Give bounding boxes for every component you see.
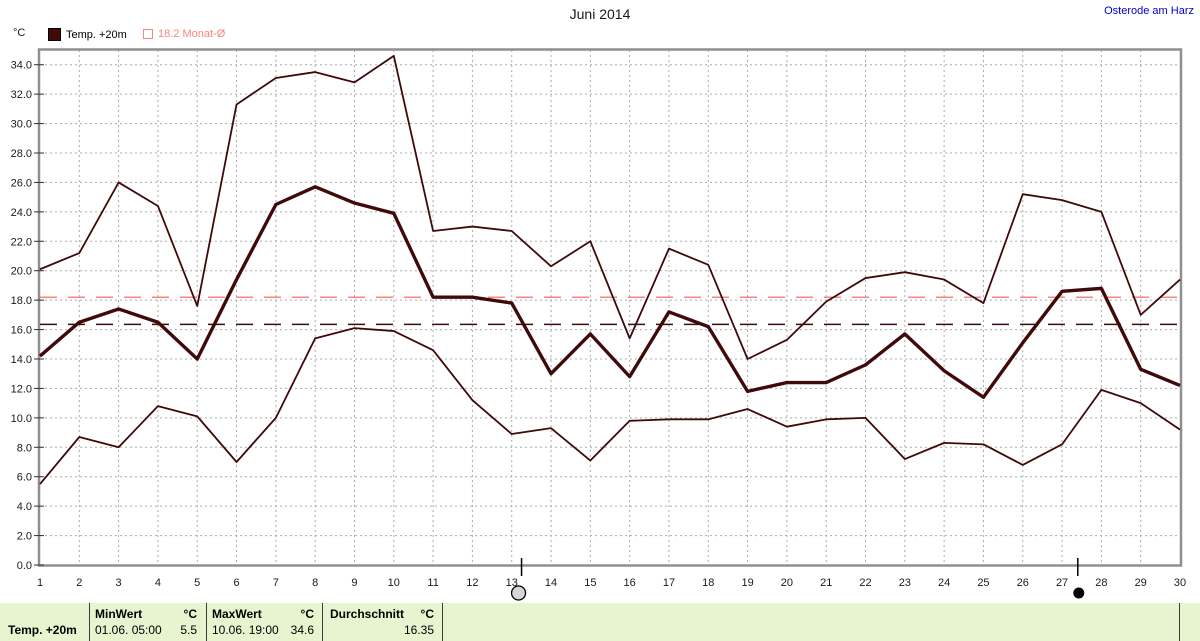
stats-table: Temp. +20m MinWert °C 01.06. 05:00 5.5 M… (0, 603, 1200, 641)
y-axis-label: 32.0 (11, 89, 32, 101)
y-axis-label: 8.0 (17, 442, 32, 454)
y-axis-label: 12.0 (11, 383, 32, 395)
y-axis-label: 30.0 (11, 119, 32, 131)
y-axis-label: 14.0 (11, 354, 32, 366)
table-separator (89, 603, 90, 641)
chart-title: Juni 2014 (569, 6, 631, 22)
y-axis-label: 26.0 (11, 177, 32, 189)
x-axis-label: 23 (899, 577, 911, 589)
x-axis-label: 15 (584, 577, 596, 589)
y-axis-label: 22.0 (11, 236, 32, 248)
y-axis-label: 16.0 (11, 325, 32, 337)
x-axis-label: 4 (155, 577, 161, 589)
x-axis-label: 11 (427, 577, 438, 589)
plot-frame (37, 48, 1183, 567)
table-row-label: Temp. +20m (8, 623, 77, 637)
avg-header: Durchschnitt (330, 607, 405, 621)
series-line-daily-min (39, 327, 1181, 485)
y-axis-label: 24.0 (11, 207, 32, 219)
temperature-chart: 0.0 2.0 4.0 6.0 8.0 10.0 12.0 14.0 16.0 18.0 20.0 2… (11, 48, 1186, 601)
legend-item-monthly-average: 18.2 Monat-Ø (143, 28, 225, 40)
min-datetime: 01.06. 05:00 (95, 623, 162, 637)
new-moon-icon (1073, 587, 1085, 599)
table-separator (206, 603, 207, 641)
x-axis-label: 12 (466, 577, 478, 589)
station-name: Osterode am Harz (1104, 5, 1194, 17)
max-value-column: MaxWert °C 10.06. 19:00 34.6 (212, 603, 314, 641)
x-axis-label: 10 (388, 577, 400, 589)
y-axis-label: 2.0 (17, 531, 32, 543)
table-separator (442, 603, 443, 641)
y-axis-label: 0.0 (17, 560, 32, 572)
x-axis-label: 14 (545, 577, 557, 589)
x-axis-label: 17 (663, 577, 675, 589)
average-column: Durchschnitt °C 16.35 (330, 603, 434, 641)
min-value: 5.5 (180, 623, 197, 637)
x-axis-label: 16 (624, 577, 636, 589)
x-axis-label: 5 (194, 577, 200, 589)
full-moon-icon (510, 585, 527, 601)
x-axis-label: 30 (1174, 577, 1186, 589)
y-axis-label: 28.0 (11, 148, 32, 160)
x-axis-label: 19 (741, 577, 753, 589)
legend-series-label: Temp. +20m (66, 28, 127, 41)
y-axis-label: 18.0 (11, 295, 32, 307)
table-separator (1179, 603, 1180, 641)
x-axis-label: 28 (1095, 577, 1107, 589)
x-axis-label: 25 (977, 577, 989, 589)
series-line-temp-+20m (38, 185, 1181, 399)
avg-unit: °C (420, 607, 434, 621)
x-axis-label: 2 (76, 577, 82, 589)
x-axis-label: 1 (37, 577, 43, 589)
max-header: MaxWert (212, 607, 262, 621)
max-unit: °C (300, 607, 314, 621)
open-square-swatch-icon (143, 29, 153, 39)
x-axis-label: 24 (938, 577, 950, 589)
x-axis-label: 9 (351, 577, 357, 589)
x-axis-label: 29 (1135, 577, 1147, 589)
x-axis-label: 8 (312, 577, 318, 589)
x-axis-label: 13 (506, 577, 518, 589)
legend-monthly-avg-label: 18.2 Monat-Ø (158, 28, 226, 40)
min-header: MinWert (95, 607, 143, 621)
table-separator (322, 603, 323, 641)
filled-square-swatch-icon (48, 28, 61, 41)
max-datetime: 10.06. 19:00 (212, 623, 279, 637)
x-axis-label: 20 (781, 577, 793, 589)
min-unit: °C (183, 607, 197, 621)
y-axis-label: 10.0 (11, 413, 32, 425)
y-axis-label: 4.0 (17, 501, 32, 513)
x-axis-label: 22 (859, 577, 871, 589)
y-axis-label: 6.0 (17, 472, 32, 484)
x-axis-label: 26 (1017, 577, 1029, 589)
x-axis-label: 7 (273, 577, 279, 589)
x-axis-label: 27 (1056, 577, 1068, 589)
x-axis-label: 21 (820, 577, 832, 589)
y-axis-label: 34.0 (11, 60, 32, 72)
y-axis-unit-label: °C (13, 27, 26, 39)
x-axis-label: 18 (702, 577, 714, 589)
series-line-daily-max (39, 54, 1181, 360)
max-value: 34.6 (290, 623, 314, 637)
legend-item-temperature: Temp. +20m (48, 28, 127, 41)
avg-value: 16.35 (403, 623, 434, 637)
x-axis-label: 6 (233, 577, 239, 589)
y-axis-label: 20.0 (11, 266, 32, 278)
x-axis-label: 3 (116, 577, 122, 589)
min-value-column: MinWert °C 01.06. 05:00 5.5 (95, 603, 197, 641)
